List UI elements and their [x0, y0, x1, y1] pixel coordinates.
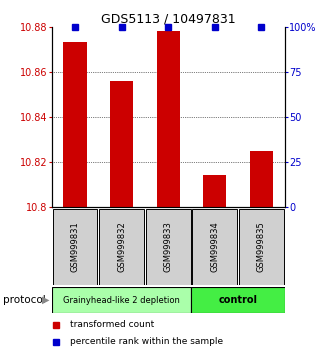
Bar: [53, 209, 97, 285]
Bar: [192, 209, 237, 285]
Bar: [110, 81, 133, 207]
Bar: [239, 209, 284, 285]
Bar: [203, 176, 226, 207]
Text: ▶: ▶: [42, 295, 50, 305]
Text: transformed count: transformed count: [70, 320, 155, 330]
Text: GSM999831: GSM999831: [70, 222, 80, 272]
Text: control: control: [218, 295, 258, 305]
Bar: [250, 151, 273, 207]
Bar: [191, 287, 285, 313]
Bar: [157, 31, 180, 207]
Text: GSM999835: GSM999835: [257, 222, 266, 272]
Bar: [146, 209, 190, 285]
Text: protocol: protocol: [3, 295, 46, 305]
Text: GSM999832: GSM999832: [117, 222, 126, 272]
Bar: [63, 42, 87, 207]
Text: GSM999834: GSM999834: [210, 222, 219, 272]
Bar: [99, 209, 144, 285]
Text: GSM999833: GSM999833: [164, 222, 173, 272]
Bar: [52, 287, 191, 313]
Text: percentile rank within the sample: percentile rank within the sample: [70, 337, 223, 346]
Title: GDS5113 / 10497831: GDS5113 / 10497831: [101, 12, 235, 25]
Text: Grainyhead-like 2 depletion: Grainyhead-like 2 depletion: [63, 296, 180, 304]
